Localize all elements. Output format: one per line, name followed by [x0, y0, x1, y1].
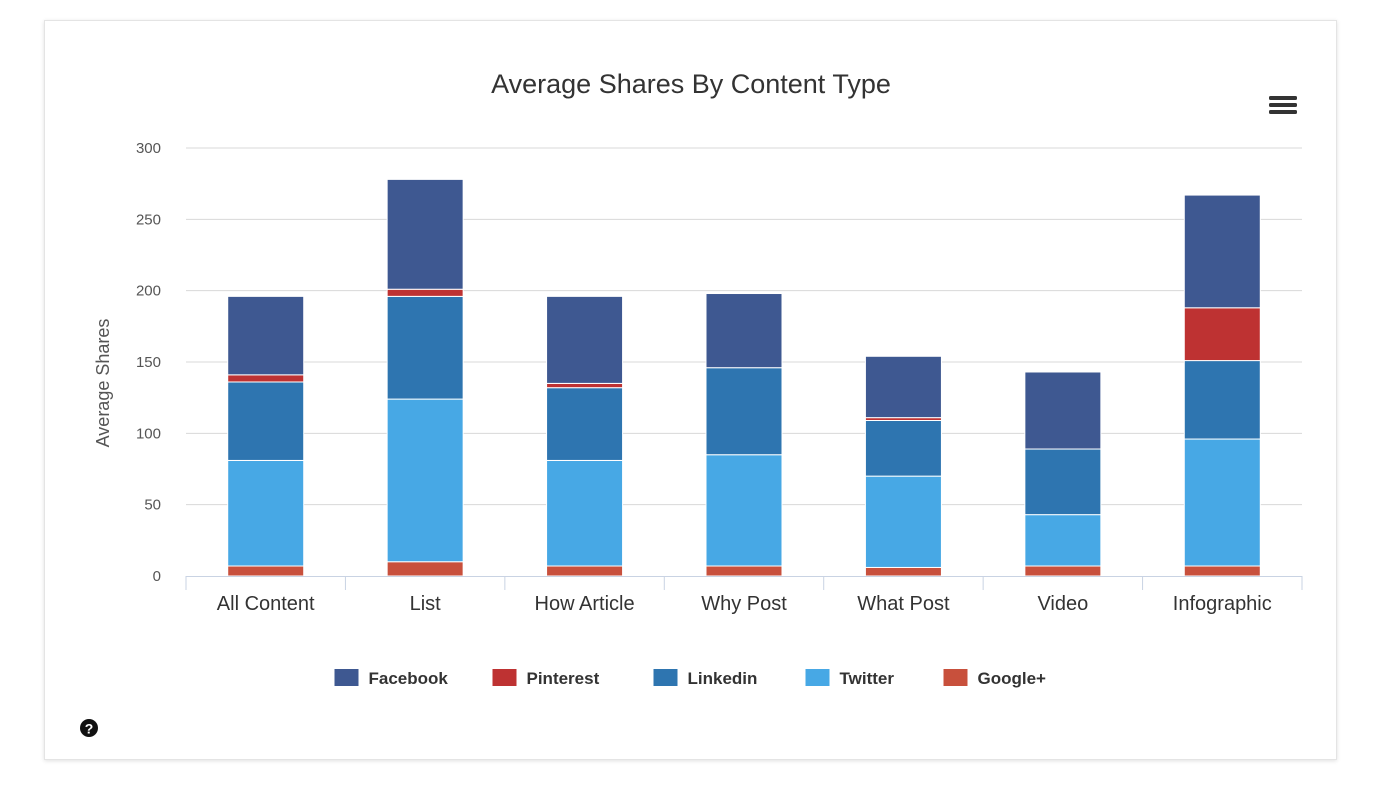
bar-segment-linkedin[interactable]: [1183, 360, 1261, 440]
y-tick-label: 0: [153, 568, 161, 585]
bar-segment-google-[interactable]: [864, 566, 942, 577]
y-axis-label: Average Shares: [93, 319, 113, 448]
x-axis-ticks: All Content List How Article Why Post What P…: [217, 593, 1272, 615]
legend-label: Linkedin: [688, 669, 758, 688]
legend: Facebook Pinterest Linkedin Twitter Google+: [334, 669, 1047, 688]
bar-segment-twitter[interactable]: [1024, 514, 1102, 567]
x-tick-label: Why Post: [701, 593, 787, 615]
x-tick-label: What Post: [857, 593, 950, 615]
bar-segment-twitter[interactable]: [705, 454, 783, 567]
bar-segment-linkedin[interactable]: [1024, 448, 1102, 516]
bar-segment-pinterest[interactable]: [386, 288, 464, 297]
y-tick-label: 200: [136, 283, 161, 300]
bar-segment-google-[interactable]: [227, 565, 305, 577]
y-axis-ticks: 0 50 100 150 200 250 300: [136, 140, 161, 585]
y-tick-label: 150: [136, 354, 161, 371]
y-tick-label: 50: [144, 497, 161, 514]
bar-segment-linkedin[interactable]: [227, 381, 305, 461]
bar-segment-twitter[interactable]: [1183, 438, 1261, 567]
bar-segment-facebook[interactable]: [1183, 194, 1261, 309]
y-tick-label: 250: [136, 211, 161, 228]
bar-stack: [705, 293, 783, 577]
bar-stack: [864, 355, 942, 577]
bar-segment-twitter[interactable]: [227, 459, 305, 567]
legend-item-linkedin[interactable]: Linkedin: [653, 669, 758, 688]
bar-stack: [386, 178, 464, 577]
x-axis: [185, 576, 1303, 590]
legend-label: Google+: [978, 669, 1047, 688]
legend-swatch: [805, 669, 830, 686]
bar-segment-facebook[interactable]: [546, 295, 624, 384]
bar-segment-google-[interactable]: [1183, 565, 1261, 577]
legend-item-pinterest[interactable]: Pinterest: [492, 669, 600, 688]
legend-label: Facebook: [369, 669, 449, 688]
bar-segment-google-[interactable]: [386, 561, 464, 577]
legend-item-twitter[interactable]: Twitter: [805, 669, 895, 688]
x-tick-label: Infographic: [1173, 593, 1272, 615]
legend-swatch: [653, 669, 678, 686]
bar-stack: [1024, 371, 1102, 577]
legend-item-facebook[interactable]: Facebook: [334, 669, 449, 688]
chart-card: Average Shares By Content Type 0 50 100 150…: [44, 20, 1337, 760]
svg-text:?: ?: [85, 721, 94, 737]
x-tick-label: Video: [1037, 593, 1088, 615]
bar-segment-linkedin[interactable]: [546, 387, 624, 461]
hamburger-menu-icon[interactable]: [1263, 93, 1299, 119]
x-tick-label: All Content: [217, 593, 315, 615]
bar-segment-facebook[interactable]: [1024, 371, 1102, 450]
bar-stack: [227, 295, 305, 577]
bar-segment-twitter[interactable]: [864, 475, 942, 568]
legend-label: Twitter: [840, 669, 895, 688]
bar-stack: [546, 295, 624, 577]
bar-segment-pinterest[interactable]: [546, 382, 624, 389]
y-tick-label: 300: [136, 140, 161, 157]
chart-title: Average Shares By Content Type: [491, 69, 891, 99]
question-circle-icon[interactable]: ?: [80, 719, 98, 737]
bar-stack: [1183, 194, 1261, 577]
x-tick-label: List: [410, 593, 442, 615]
bar-segment-twitter[interactable]: [546, 459, 624, 567]
bar-segment-facebook[interactable]: [864, 355, 942, 419]
bar-segment-linkedin[interactable]: [705, 367, 783, 456]
bar-segment-facebook[interactable]: [386, 178, 464, 290]
y-tick-label: 100: [136, 425, 161, 442]
bar-segment-facebook[interactable]: [227, 295, 305, 376]
bar-segment-facebook[interactable]: [705, 293, 783, 369]
legend-label: Pinterest: [527, 669, 600, 688]
bar-segment-linkedin[interactable]: [386, 295, 464, 400]
bars: [227, 178, 1261, 577]
bar-segment-pinterest[interactable]: [1183, 307, 1261, 362]
bar-segment-google-[interactable]: [1024, 565, 1102, 577]
bar-segment-twitter[interactable]: [386, 398, 464, 563]
legend-swatch: [943, 669, 968, 686]
legend-item-google-[interactable]: Google+: [943, 669, 1047, 688]
legend-swatch: [492, 669, 517, 686]
x-tick-label: How Article: [535, 593, 635, 615]
bar-segment-google-[interactable]: [546, 565, 624, 577]
legend-swatch: [334, 669, 359, 686]
bar-segment-pinterest[interactable]: [227, 374, 305, 383]
bar-segment-google-[interactable]: [705, 565, 783, 577]
chart-svg: Average Shares By Content Type 0 50 100 150…: [80, 69, 1303, 737]
bar-segment-linkedin[interactable]: [864, 419, 942, 477]
